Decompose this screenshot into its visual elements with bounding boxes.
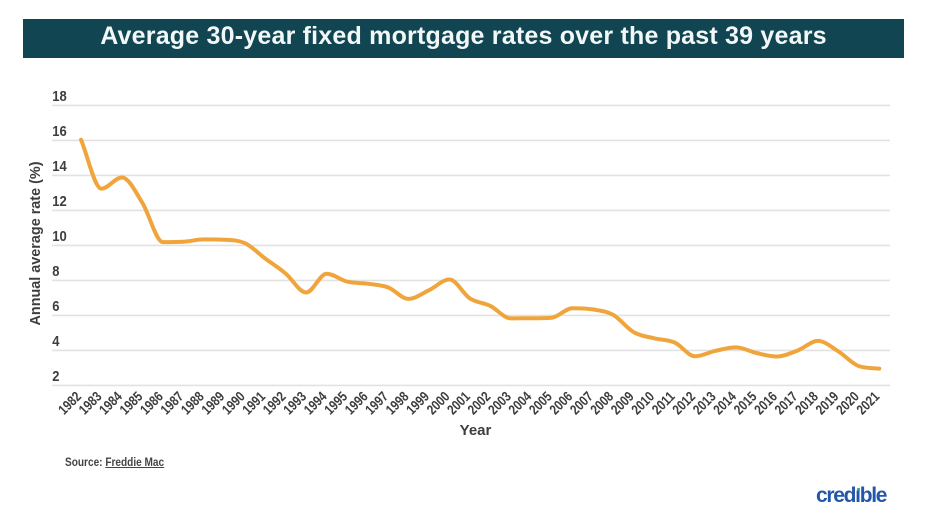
svg-text:2021: 2021 (853, 388, 882, 417)
svg-text:12: 12 (52, 193, 67, 210)
svg-text:Annual average rate (%): Annual average rate (%) (28, 161, 44, 325)
svg-text:8: 8 (52, 263, 59, 280)
svg-text:2: 2 (52, 368, 59, 385)
svg-text:Year: Year (460, 422, 492, 439)
svg-text:6: 6 (52, 298, 59, 315)
svg-text:16: 16 (52, 123, 67, 140)
svg-text:14: 14 (52, 158, 67, 175)
svg-text:4: 4 (52, 333, 60, 350)
svg-text:18: 18 (52, 88, 67, 105)
svg-text:10: 10 (52, 228, 67, 245)
